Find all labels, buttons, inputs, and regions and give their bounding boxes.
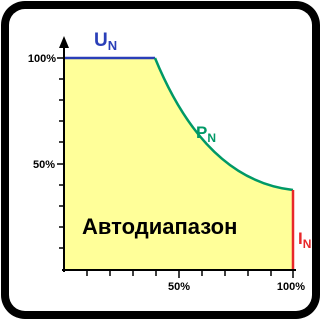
operating-area	[64, 58, 293, 270]
voltage-label: UN	[94, 30, 117, 53]
y-axis-arrow	[59, 36, 69, 48]
x-tick-50: 50%	[168, 281, 190, 293]
x-axis-ticks	[86, 270, 294, 278]
y-axis-ticks	[57, 57, 64, 249]
current-label: IN	[298, 229, 311, 251]
y-tick-100: 100%	[28, 53, 56, 65]
y-tick-50: 50%	[33, 159, 55, 171]
power-label: PN	[196, 123, 216, 145]
power-limit-curve	[153, 57, 294, 192]
x-tick-100: 100%	[277, 281, 305, 293]
autorange-label: Автодиапазон	[82, 214, 237, 239]
